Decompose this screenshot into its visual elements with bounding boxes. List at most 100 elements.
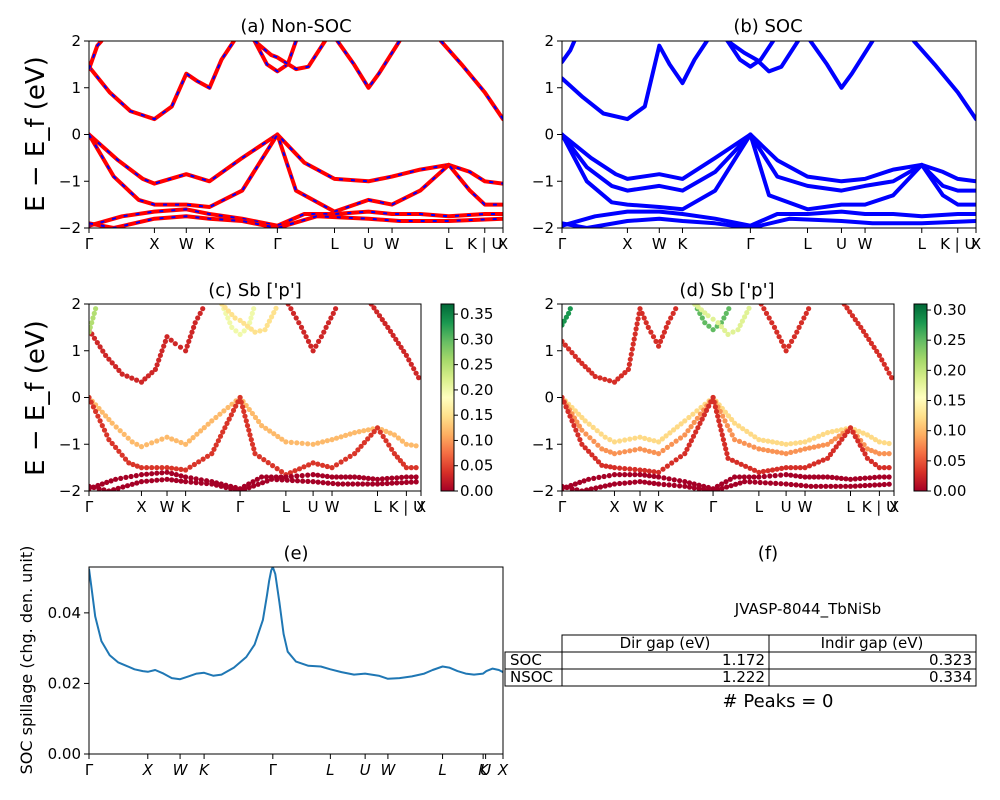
projection-point	[154, 470, 160, 476]
projection-point	[691, 419, 697, 425]
projection-point	[323, 324, 329, 330]
projection-point	[823, 483, 829, 489]
projection-point	[852, 483, 858, 489]
projection-point	[690, 411, 696, 417]
projection-point	[752, 434, 758, 440]
projection-point	[329, 474, 335, 480]
projection-point	[274, 466, 280, 472]
projection-point	[246, 427, 252, 433]
projection-point	[250, 479, 256, 485]
band-line	[562, 216, 976, 228]
projection-point	[577, 437, 583, 443]
panel-e-spillage: (e) SOC spillage (chg. den. unit) 0.000.…	[17, 543, 509, 779]
panel-c-colorbar-ticks: 0.00 0.05 0.10 0.15 0.20 0.25 0.30 0.35	[454, 305, 493, 500]
projection-point	[852, 476, 858, 482]
projection-point	[563, 404, 569, 410]
projection-point	[229, 324, 235, 330]
projection-point	[562, 399, 567, 405]
projection-point	[694, 415, 701, 421]
projection-point	[788, 465, 794, 471]
projection-point	[103, 413, 109, 419]
projection-point	[215, 438, 221, 444]
panel-b-yticks: 2 1 0 −1 −2	[532, 32, 562, 237]
projection-point	[164, 469, 170, 475]
projection-point	[159, 477, 165, 483]
projection-point	[225, 308, 231, 314]
projection-point	[760, 447, 767, 453]
projection-point	[725, 331, 731, 337]
projection-point	[383, 438, 389, 444]
projection-point	[252, 329, 258, 335]
projection-point	[305, 338, 312, 344]
projection-point	[656, 481, 662, 487]
projection-point	[390, 332, 396, 338]
projection-point	[710, 488, 716, 491]
projection-point	[324, 438, 330, 444]
projection-point	[192, 320, 198, 326]
ytick-label: 2	[71, 32, 81, 50]
projection-point	[228, 412, 234, 418]
colorbar-tick-label: 0.25	[933, 331, 966, 349]
projection-point	[218, 483, 224, 489]
projection-point	[721, 315, 727, 321]
projection-point	[881, 451, 887, 457]
projection-point	[666, 482, 672, 488]
projection-point	[124, 373, 130, 379]
xtick-label: L	[326, 761, 334, 779]
projection-point	[162, 338, 168, 344]
projection-point	[599, 462, 605, 468]
ytick-label: −2	[59, 219, 81, 237]
projection-point	[726, 306, 732, 312]
ytick-label: −2	[532, 482, 554, 500]
projection-point	[611, 481, 618, 487]
projection-point	[244, 423, 251, 429]
projection-point	[825, 430, 831, 436]
xtick-label: L	[846, 498, 855, 516]
material-id: JVASP-8044_TbNiSb	[734, 600, 881, 619]
xtick-label: X	[497, 761, 509, 779]
projection-point	[858, 324, 864, 330]
panel-d-plot	[562, 304, 894, 491]
projection-point	[343, 456, 349, 462]
band-line	[89, 41, 236, 122]
projection-point	[149, 478, 155, 484]
projection-point	[371, 429, 377, 435]
projection-point	[94, 340, 100, 346]
projection-point	[642, 435, 648, 441]
projection-point	[310, 479, 316, 485]
xtick-label: K | U	[389, 498, 424, 516]
projection-point	[352, 430, 358, 436]
projection-point	[811, 444, 817, 450]
xtick-label: X	[889, 498, 899, 516]
projection-point	[400, 461, 406, 467]
ytick-label: 1	[71, 79, 81, 97]
projection-point	[347, 453, 353, 459]
projection-point	[855, 320, 861, 327]
projection-point	[635, 316, 641, 322]
projection-point	[188, 479, 194, 485]
projection-point	[408, 465, 414, 471]
projection-point	[200, 306, 206, 312]
projection-point	[832, 436, 838, 442]
projection-point	[748, 431, 754, 437]
projection-point	[586, 476, 592, 482]
ytick-label: 0	[71, 126, 81, 144]
projection-point	[634, 321, 640, 327]
projection-point	[352, 451, 358, 457]
projection-point	[793, 482, 799, 488]
projection-point	[217, 411, 223, 417]
projection-point	[273, 305, 279, 311]
projection-point	[617, 465, 623, 471]
projection-point	[847, 309, 853, 315]
projection-point	[394, 480, 400, 486]
projection-point	[793, 465, 799, 471]
projection-point	[159, 470, 165, 476]
projection-point	[673, 438, 679, 444]
projection-point	[732, 437, 738, 443]
projection-point	[296, 466, 303, 472]
projection-point	[751, 444, 757, 450]
projection-point	[573, 427, 579, 433]
projection-point	[198, 428, 204, 434]
